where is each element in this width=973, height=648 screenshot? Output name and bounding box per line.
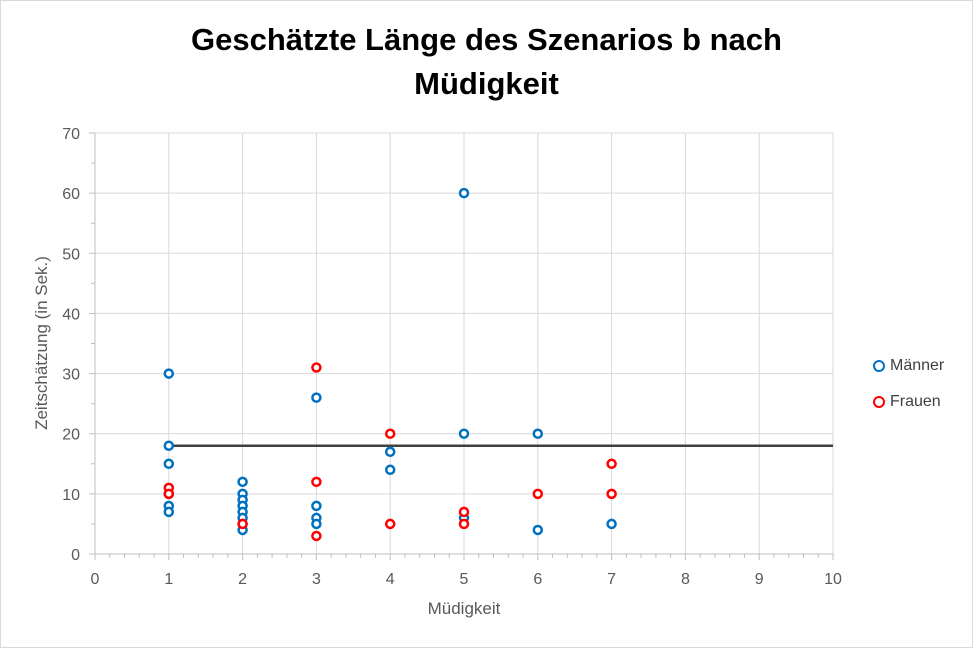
data-point-maenner xyxy=(532,524,544,536)
data-point-frauen xyxy=(606,488,617,500)
data-point-maenner xyxy=(384,446,396,458)
y-tick-label: 20 xyxy=(62,427,80,444)
chart-title-line-2: Müdigkeit xyxy=(414,66,559,101)
x-tick-label: 8 xyxy=(681,571,690,588)
data-point-maenner xyxy=(532,428,544,439)
data-point-maenner xyxy=(458,187,470,199)
data-point-frauen xyxy=(458,506,470,518)
y-tick-label: 0 xyxy=(71,547,80,564)
data-point-frauen xyxy=(237,518,248,530)
data-point-maenner xyxy=(311,500,322,512)
x-tick-label: 10 xyxy=(824,571,842,588)
axes xyxy=(89,132,834,560)
data-point-maenner xyxy=(163,368,175,379)
legend-item-maenner: Männer xyxy=(873,348,944,384)
legend: Männer Frauen xyxy=(873,348,944,420)
x-tick-label: 3 xyxy=(312,571,321,588)
legend-label-frauen: Frauen xyxy=(890,393,941,410)
x-axis-label: Müdigkeit xyxy=(428,599,501,618)
data-point-frauen xyxy=(606,458,617,470)
y-tick-label: 50 xyxy=(62,246,80,263)
legend-item-frauen: Frauen xyxy=(873,384,944,420)
legend-marker-maenner xyxy=(873,360,885,372)
x-tick-label: 9 xyxy=(755,571,764,588)
data-point-maenner xyxy=(311,518,322,530)
y-axis-label: Zeitschätzung (in Sek.) xyxy=(32,256,51,430)
data-point-frauen xyxy=(384,428,396,439)
data-point-maenner xyxy=(163,506,175,518)
chart-title: Geschätzte Länge des Szenarios b nach Mü… xyxy=(0,18,973,106)
x-tick-label: 5 xyxy=(460,571,469,588)
y-tick-label: 30 xyxy=(62,367,80,384)
x-tick-label: 4 xyxy=(386,571,395,588)
x-tick-label: 0 xyxy=(91,571,100,588)
tick-labels: 0 1 2 3 4 5 6 7 8 9 10 0 10 20 30 40 50 60 70 xyxy=(62,126,842,588)
data-point-maenner xyxy=(311,392,322,403)
y-tick-label: 70 xyxy=(62,126,80,143)
chart-title-line-1: Geschätzte Länge des Szenarios b nach xyxy=(191,22,782,57)
data-point-frauen xyxy=(311,362,322,373)
y-tick-label: 40 xyxy=(62,306,80,323)
y-tick-label: 10 xyxy=(62,487,80,504)
x-tick-label: 1 xyxy=(164,571,173,588)
data-point-frauen xyxy=(163,488,175,500)
x-tick-label: 2 xyxy=(238,571,247,588)
data-point-frauen xyxy=(384,518,396,530)
x-tick-label: 6 xyxy=(533,571,542,588)
data-point-maenner xyxy=(163,458,175,470)
data-point-maenner xyxy=(606,518,617,530)
data-point-frauen xyxy=(532,488,544,500)
legend-label-maenner: Männer xyxy=(890,357,945,374)
x-tick-label: 7 xyxy=(607,571,616,588)
data-point-maenner xyxy=(163,440,175,451)
data-point-maenner xyxy=(384,464,396,476)
data-point-frauen xyxy=(458,518,470,530)
data-points xyxy=(163,187,617,542)
data-point-frauen xyxy=(311,530,322,542)
legend-marker-frauen xyxy=(873,396,885,408)
y-tick-label: 60 xyxy=(62,186,80,203)
data-point-maenner xyxy=(458,428,470,439)
data-point-frauen xyxy=(311,476,322,488)
data-point-maenner xyxy=(237,476,248,488)
